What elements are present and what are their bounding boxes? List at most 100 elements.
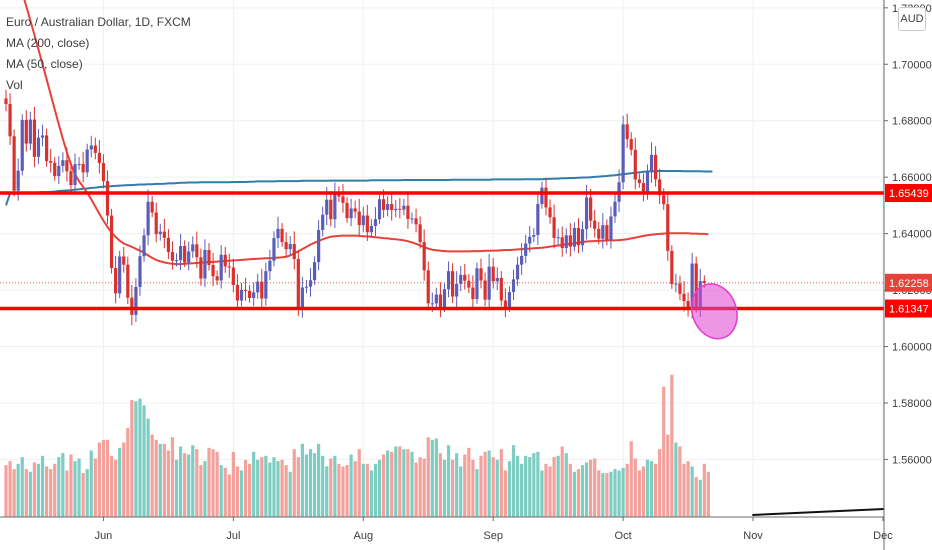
candle-body-9 xyxy=(40,135,45,138)
candle-body-160 xyxy=(654,154,658,180)
volume-bar-119 xyxy=(487,450,491,517)
candle-body-58 xyxy=(239,289,244,301)
volume-bar-115 xyxy=(471,459,475,517)
candle-body-137 xyxy=(560,237,564,249)
price-tick-label-5: 1.66000 xyxy=(892,172,932,184)
volume-bar-101 xyxy=(414,462,418,517)
candle-body-136 xyxy=(556,237,560,239)
candle-body-35 xyxy=(146,201,150,236)
volume-bar-92 xyxy=(377,459,382,517)
candle-body-96 xyxy=(394,208,398,211)
candle-body-47 xyxy=(195,244,199,258)
volume-bar-91 xyxy=(373,463,378,517)
volume-bar-8 xyxy=(36,463,41,517)
volume-bar-17 xyxy=(73,461,77,517)
volume-bar-7 xyxy=(32,462,37,517)
time-tick-label-4: Oct xyxy=(615,530,632,542)
volume-bar-54 xyxy=(223,467,227,517)
volume-bar-161 xyxy=(658,449,662,517)
candle-body-52 xyxy=(215,276,219,281)
candle-body-146 xyxy=(597,228,601,239)
volume-bar-168 xyxy=(686,461,690,517)
candle-body-143 xyxy=(584,197,589,230)
volume-bar-155 xyxy=(633,458,637,517)
time-tick-label-1: Jul xyxy=(226,530,240,542)
highlight-ellipse xyxy=(690,283,738,340)
volume-bar-12 xyxy=(53,463,57,517)
volume-bar-116 xyxy=(475,469,479,517)
candle-body-68 xyxy=(280,228,284,243)
candle-body-73 xyxy=(300,287,304,309)
volume-bar-159 xyxy=(649,461,654,517)
volume-bar-35 xyxy=(146,418,150,517)
candle-body-102 xyxy=(418,224,422,243)
volume-bar-145 xyxy=(593,458,597,517)
candle-body-34 xyxy=(142,235,146,257)
candle-body-82 xyxy=(337,193,341,197)
volume-bar-66 xyxy=(272,457,276,517)
candle-body-112 xyxy=(459,274,463,284)
volume-bar-79 xyxy=(325,466,329,517)
volume-bar-58 xyxy=(239,470,244,517)
ma50-legend[interactable]: MA (50, close) xyxy=(6,57,83,71)
candle-body-110 xyxy=(451,271,455,297)
currency-badge[interactable]: AUD xyxy=(898,7,926,31)
candle-body-65 xyxy=(268,260,272,272)
candle-body-166 xyxy=(678,283,682,294)
volume-bar-109 xyxy=(446,445,451,517)
volume-bar-99 xyxy=(406,449,410,517)
volume-bar-44 xyxy=(183,453,187,517)
candle-body-105 xyxy=(430,303,434,305)
volume-bar-5 xyxy=(24,469,28,517)
price-tick-label-0: 1.56000 xyxy=(892,454,932,466)
candle-body-56 xyxy=(231,267,235,285)
candle-body-169 xyxy=(690,263,694,310)
volume-bar-166 xyxy=(678,446,682,517)
candle-body-55 xyxy=(227,266,231,268)
candle-body-103 xyxy=(422,242,426,271)
candle-body-71 xyxy=(292,244,296,260)
volume-bar-34 xyxy=(142,405,146,517)
volume-bar-46 xyxy=(191,445,195,517)
ma200-legend[interactable]: MA (200, close) xyxy=(6,36,90,50)
volume-bar-56 xyxy=(231,451,235,517)
volume-bar-62 xyxy=(256,459,260,517)
volume-bar-67 xyxy=(276,461,280,517)
vol-legend[interactable]: Vol xyxy=(6,78,23,92)
candle-body-11 xyxy=(49,161,53,163)
candle-body-128 xyxy=(524,243,528,256)
volume-bar-19 xyxy=(81,473,85,517)
volume-bar-160 xyxy=(654,463,658,517)
volume-bar-45 xyxy=(187,454,191,517)
candle-body-28 xyxy=(118,256,122,294)
candle-body-155 xyxy=(633,149,637,180)
candle-body-45 xyxy=(187,251,191,263)
volume-bar-63 xyxy=(260,457,264,517)
volume-bar-0 xyxy=(4,465,8,517)
candle-body-44 xyxy=(183,246,187,263)
candle-body-135 xyxy=(552,217,556,238)
volume-bar-112 xyxy=(459,466,463,517)
volume-bar-76 xyxy=(312,453,317,517)
candle-body-3 xyxy=(16,170,20,191)
volume-bar-75 xyxy=(308,449,313,517)
volume-bar-77 xyxy=(317,443,321,517)
candle-body-158 xyxy=(645,172,650,194)
candle-body-170 xyxy=(694,263,698,308)
candle-body-124 xyxy=(507,292,512,308)
volume-bar-90 xyxy=(369,470,373,517)
candle-body-39 xyxy=(162,231,166,238)
candle-body-121 xyxy=(495,277,499,282)
candle-body-164 xyxy=(670,250,674,285)
volume-bar-36 xyxy=(150,434,154,517)
candle-body-133 xyxy=(544,187,548,208)
volume-bar-86 xyxy=(353,461,357,517)
symbol-title[interactable]: Euro / Australian Dollar, 1D, FXCM xyxy=(6,15,191,29)
volume-bar-70 xyxy=(288,471,292,517)
volume-bar-173 xyxy=(706,471,710,517)
candle-body-13 xyxy=(57,165,61,177)
volume-bar-74 xyxy=(304,454,309,517)
volume-bar-167 xyxy=(682,463,686,517)
volume-bar-107 xyxy=(438,453,443,517)
